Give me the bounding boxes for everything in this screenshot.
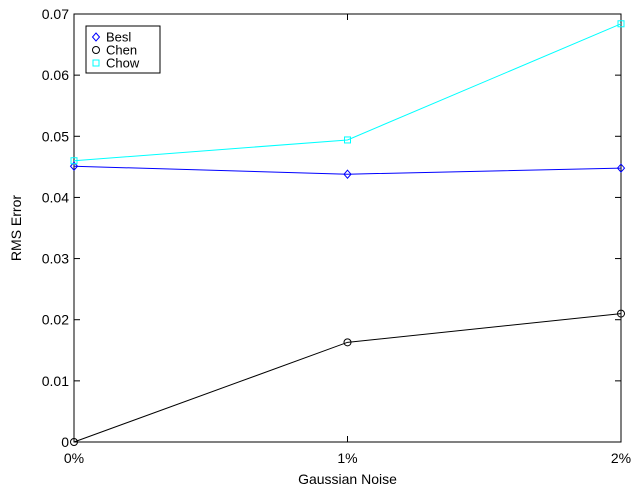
data-point-besl	[616, 163, 626, 173]
series-line-chen	[73, 313, 622, 443]
x-tick-label: 1%	[337, 450, 357, 466]
series-chen	[70, 309, 625, 446]
series-besl	[69, 161, 626, 179]
series-line-chow	[73, 23, 622, 162]
y-tick-label: 0.03	[42, 251, 69, 267]
axis-ticks	[73, 13, 622, 443]
series-chow	[70, 20, 625, 165]
legend-label-chow: Chow	[106, 56, 140, 71]
data-point-chen	[617, 309, 625, 318]
tick-labels: 0 0.01 0.02 0.03 0.04 0.05 0.06 0.07 0% 1% 2%	[42, 6, 631, 466]
y-tick-label: 0.02	[42, 312, 69, 328]
legend-marker-chen	[92, 46, 100, 54]
data-point-chow	[70, 157, 78, 165]
plot-area	[73, 13, 622, 443]
legend-marker-chow	[92, 59, 100, 67]
y-axis-label: RMS Error	[8, 195, 24, 261]
legend-label-besl: Besl	[106, 30, 131, 45]
x-axis-label: Gaussian Noise	[298, 471, 397, 487]
y-tick-label: 0	[61, 434, 69, 450]
y-tick-label: 0.07	[42, 6, 69, 22]
y-tick-label: 0.06	[42, 67, 69, 83]
data-point-chow	[344, 136, 351, 144]
y-tick-label: 0.04	[42, 189, 69, 205]
x-tick-label: 2%	[611, 450, 631, 466]
y-tick-label: 0.01	[42, 373, 69, 389]
data-point-chen	[343, 338, 352, 347]
data-point-besl	[69, 161, 79, 172]
legend-label-chen: Chen	[106, 43, 137, 58]
legend-box	[85, 25, 161, 74]
data-point-chow	[617, 20, 625, 28]
data-point-chen	[70, 438, 78, 446]
y-tick-label: 0.05	[42, 128, 69, 144]
legend-marker-besl	[91, 32, 101, 42]
x-tick-label: 0%	[64, 450, 84, 466]
data-point-besl	[343, 169, 352, 179]
series-line-besl	[73, 165, 622, 175]
series-layer	[69, 20, 626, 446]
